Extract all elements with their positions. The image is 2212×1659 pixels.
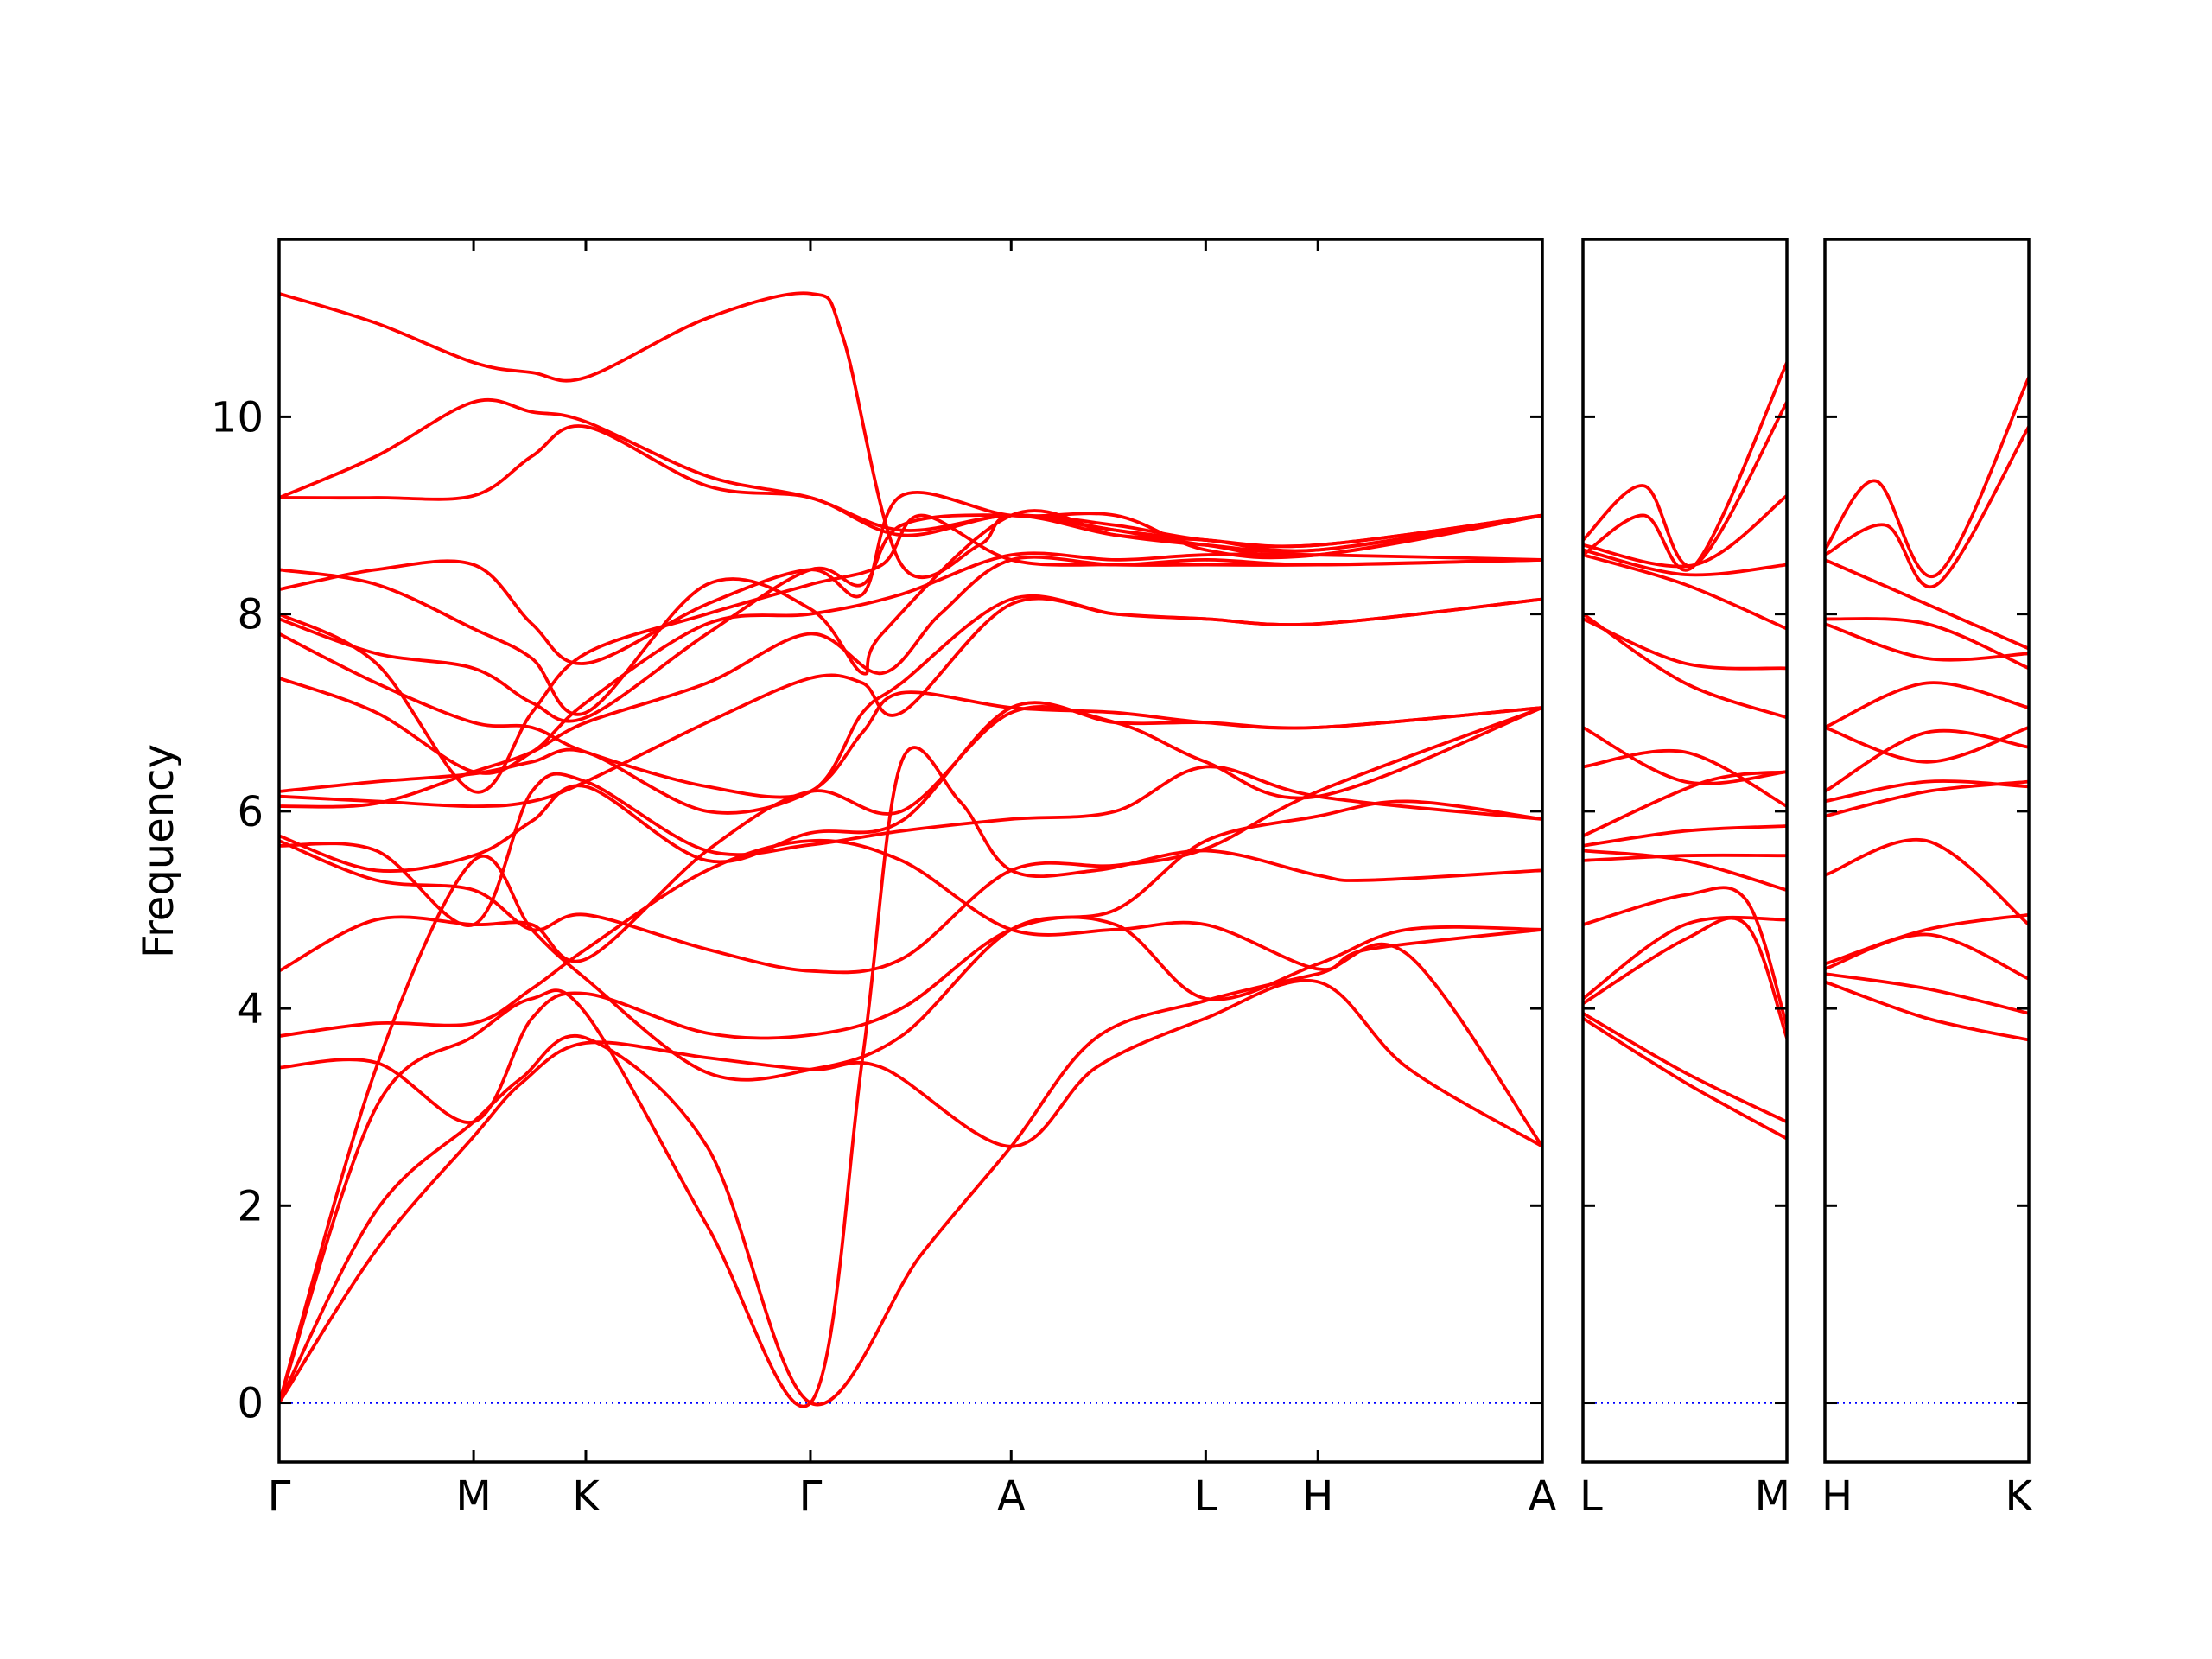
band-line-10: [1583, 748, 1787, 808]
band-line-17: [1583, 400, 1787, 569]
x-tick-label: A: [997, 1472, 1026, 1521]
x-tick-label: M: [455, 1472, 491, 1521]
plot-frame: [1581, 238, 1789, 1464]
y-axis-label: Frequency: [135, 744, 183, 958]
band-line-5: [1825, 837, 2029, 926]
x-tick-label: M: [1755, 1472, 1790, 1521]
band-line-13: [1583, 612, 1787, 720]
band-line-22: [279, 291, 1542, 580]
band-line-3: [1583, 916, 1787, 1040]
band-line-8: [1825, 728, 2029, 793]
band-line-7: [279, 705, 1542, 973]
plot-frame: [1823, 238, 2031, 1464]
x-tick-label: H: [1302, 1472, 1333, 1521]
band-line-18: [1583, 360, 1787, 572]
x-tick-label: Γ: [799, 1472, 823, 1521]
x-tick-label: A: [1529, 1472, 1557, 1521]
band-line-6: [1825, 779, 2029, 818]
band-line-9: [1825, 726, 2029, 764]
band-line-3: [1825, 932, 2029, 981]
band-line-9: [279, 765, 1542, 928]
band-line-2: [279, 942, 1542, 1407]
band-line-7: [1825, 779, 2029, 804]
band-line-5: [1583, 886, 1787, 1028]
band-line-2: [1583, 1011, 1787, 1124]
band-line-14: [1825, 424, 2029, 589]
band-line-21: [279, 397, 1542, 549]
band-line-5: [279, 915, 1542, 1124]
band-line-1: [279, 978, 1542, 1405]
band-line-14: [279, 551, 1542, 775]
band-line-6: [1583, 853, 1787, 862]
band-line-15: [279, 594, 1542, 799]
band-line-13: [1825, 558, 2029, 651]
band-line-4: [1583, 915, 1787, 1001]
band-line-18: [279, 490, 1542, 665]
x-tick-label: Γ: [268, 1472, 291, 1521]
band-line-13: [279, 555, 1542, 809]
band-line-7: [1583, 849, 1787, 892]
band-line-2: [1825, 972, 2029, 1015]
band-line-4: [279, 799, 1542, 1405]
x-tick-label: K: [572, 1472, 601, 1521]
x-tick-label: L: [1194, 1472, 1217, 1521]
y-tick-label: 0: [237, 1380, 264, 1428]
band-line-1: [1825, 980, 2029, 1042]
band-line-17: [279, 513, 1542, 794]
band-line-6: [279, 838, 1542, 1038]
band-line-4: [1825, 912, 2029, 966]
band-line-11: [279, 690, 1542, 815]
band-line-12: [1825, 617, 2029, 671]
band-line-15: [1583, 548, 1787, 577]
y-tick-label: 8: [237, 591, 264, 639]
plot-frame: [277, 238, 1544, 1464]
x-tick-label: H: [1821, 1472, 1853, 1521]
x-tick-label: K: [2005, 1472, 2034, 1521]
bands-main: [279, 291, 1542, 1408]
band-line-8: [279, 706, 1542, 975]
band-line-15: [1825, 375, 2029, 579]
band-line-11: [1583, 726, 1787, 785]
band-line-12: [1583, 617, 1787, 671]
band-line-14: [1583, 553, 1787, 631]
y-tick-label: 10: [211, 393, 264, 442]
bands-L-M: [1583, 360, 1787, 1141]
band-line-10: [1825, 681, 2029, 729]
band-line-3: [279, 746, 1542, 1408]
y-tick-label: 2: [237, 1182, 264, 1230]
y-tick-label: 4: [237, 985, 264, 1033]
x-tick-label: L: [1580, 1472, 1603, 1521]
band-line-8: [1583, 824, 1787, 848]
bands-H-K: [1825, 375, 2029, 1042]
y-tick-label: 6: [237, 788, 264, 836]
band-line-1: [1583, 1016, 1787, 1141]
panel-main: 0 2 4 6 8 10 Γ M K Γ A L H A: [211, 238, 1557, 1521]
